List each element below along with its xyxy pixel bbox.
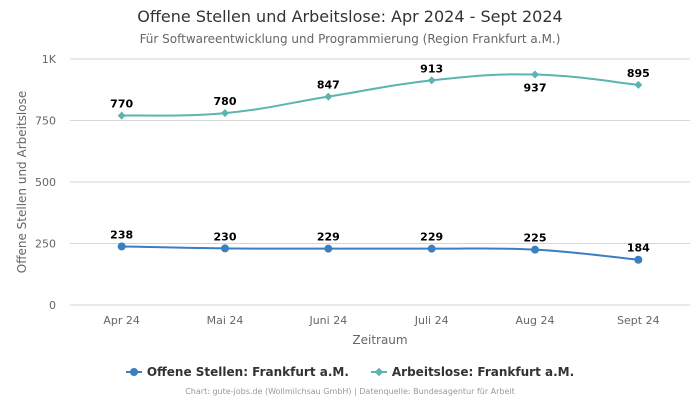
y-tick-label: 250 [35, 238, 56, 251]
chart-subtitle: Für Softwareentwicklung und Programmieru… [139, 32, 561, 46]
legend: Offene Stellen: Frankfurt a.M. Arbeitslo… [0, 365, 700, 379]
y-axis-ticks: 0 250 500 750 1K [35, 53, 57, 312]
chart-title: Offene Stellen und Arbeitslose: Apr 2024… [137, 7, 563, 26]
data-label: 225 [524, 232, 547, 245]
data-point[interactable] [324, 244, 333, 253]
gridlines [70, 58, 690, 306]
y-tick-label: 1K [42, 53, 57, 66]
data-point[interactable] [427, 244, 436, 253]
data-point[interactable] [531, 245, 539, 254]
data-label: 230 [214, 230, 237, 243]
y-tick-label: 750 [35, 115, 56, 128]
data-label: 847 [317, 79, 340, 92]
series-layer [117, 70, 643, 264]
data-label: 229 [317, 231, 340, 244]
y-tick-label: 0 [49, 299, 56, 312]
legend-diamond-icon [370, 366, 387, 378]
legend-item-arbeitslose[interactable]: Arbeitslose: Frankfurt a.M. [370, 365, 575, 379]
data-label: 937 [524, 81, 547, 94]
data-point[interactable] [221, 109, 229, 118]
legend-item-offene-stellen[interactable]: Offene Stellen: Frankfurt a.M. [125, 365, 349, 379]
series-line [121, 73, 639, 117]
chart-credits: Chart: gute-jobs.de (Wollmilchsau GmbH) … [185, 387, 515, 396]
legend-circle-icon [125, 366, 142, 378]
legend-label: Arbeitslose: Frankfurt a.M. [391, 365, 575, 379]
data-label: 770 [110, 98, 133, 111]
data-label: 780 [214, 95, 237, 108]
series-line [121, 245, 639, 261]
data-point[interactable] [634, 80, 643, 89]
x-tick-label: Mai 24 [207, 314, 244, 327]
x-axis-ticks: Apr 24 Mai 24 Juni 24 Juli 24 Aug 24 Sept 24 [103, 314, 659, 327]
x-tick-label: Juni 24 [308, 314, 347, 327]
data-point[interactable] [221, 244, 229, 253]
data-point[interactable] [634, 255, 643, 264]
x-tick-label: Aug 24 [516, 314, 555, 327]
x-axis-label: Zeitraum [352, 333, 407, 347]
data-point[interactable] [117, 242, 126, 251]
data-point[interactable] [531, 70, 539, 79]
data-point[interactable] [427, 76, 436, 85]
data-point[interactable] [117, 111, 126, 120]
legend-label: Offene Stellen: Frankfurt a.M. [146, 365, 349, 379]
data-labels-layer: 238 230 229 229 225 184 770 780 847 913 937 895 [110, 62, 650, 254]
y-axis-label: Offene Stellen und Arbeitslose [15, 91, 29, 273]
data-point[interactable] [324, 92, 333, 101]
data-label: 229 [420, 231, 443, 244]
data-label: 913 [420, 62, 443, 75]
data-label: 184 [627, 242, 650, 255]
x-tick-label: Juli 24 [414, 314, 449, 327]
data-label: 895 [627, 67, 650, 80]
data-label: 238 [110, 228, 133, 241]
x-tick-label: Apr 24 [103, 314, 140, 327]
y-tick-label: 500 [35, 176, 56, 189]
x-tick-label: Sept 24 [617, 314, 660, 327]
